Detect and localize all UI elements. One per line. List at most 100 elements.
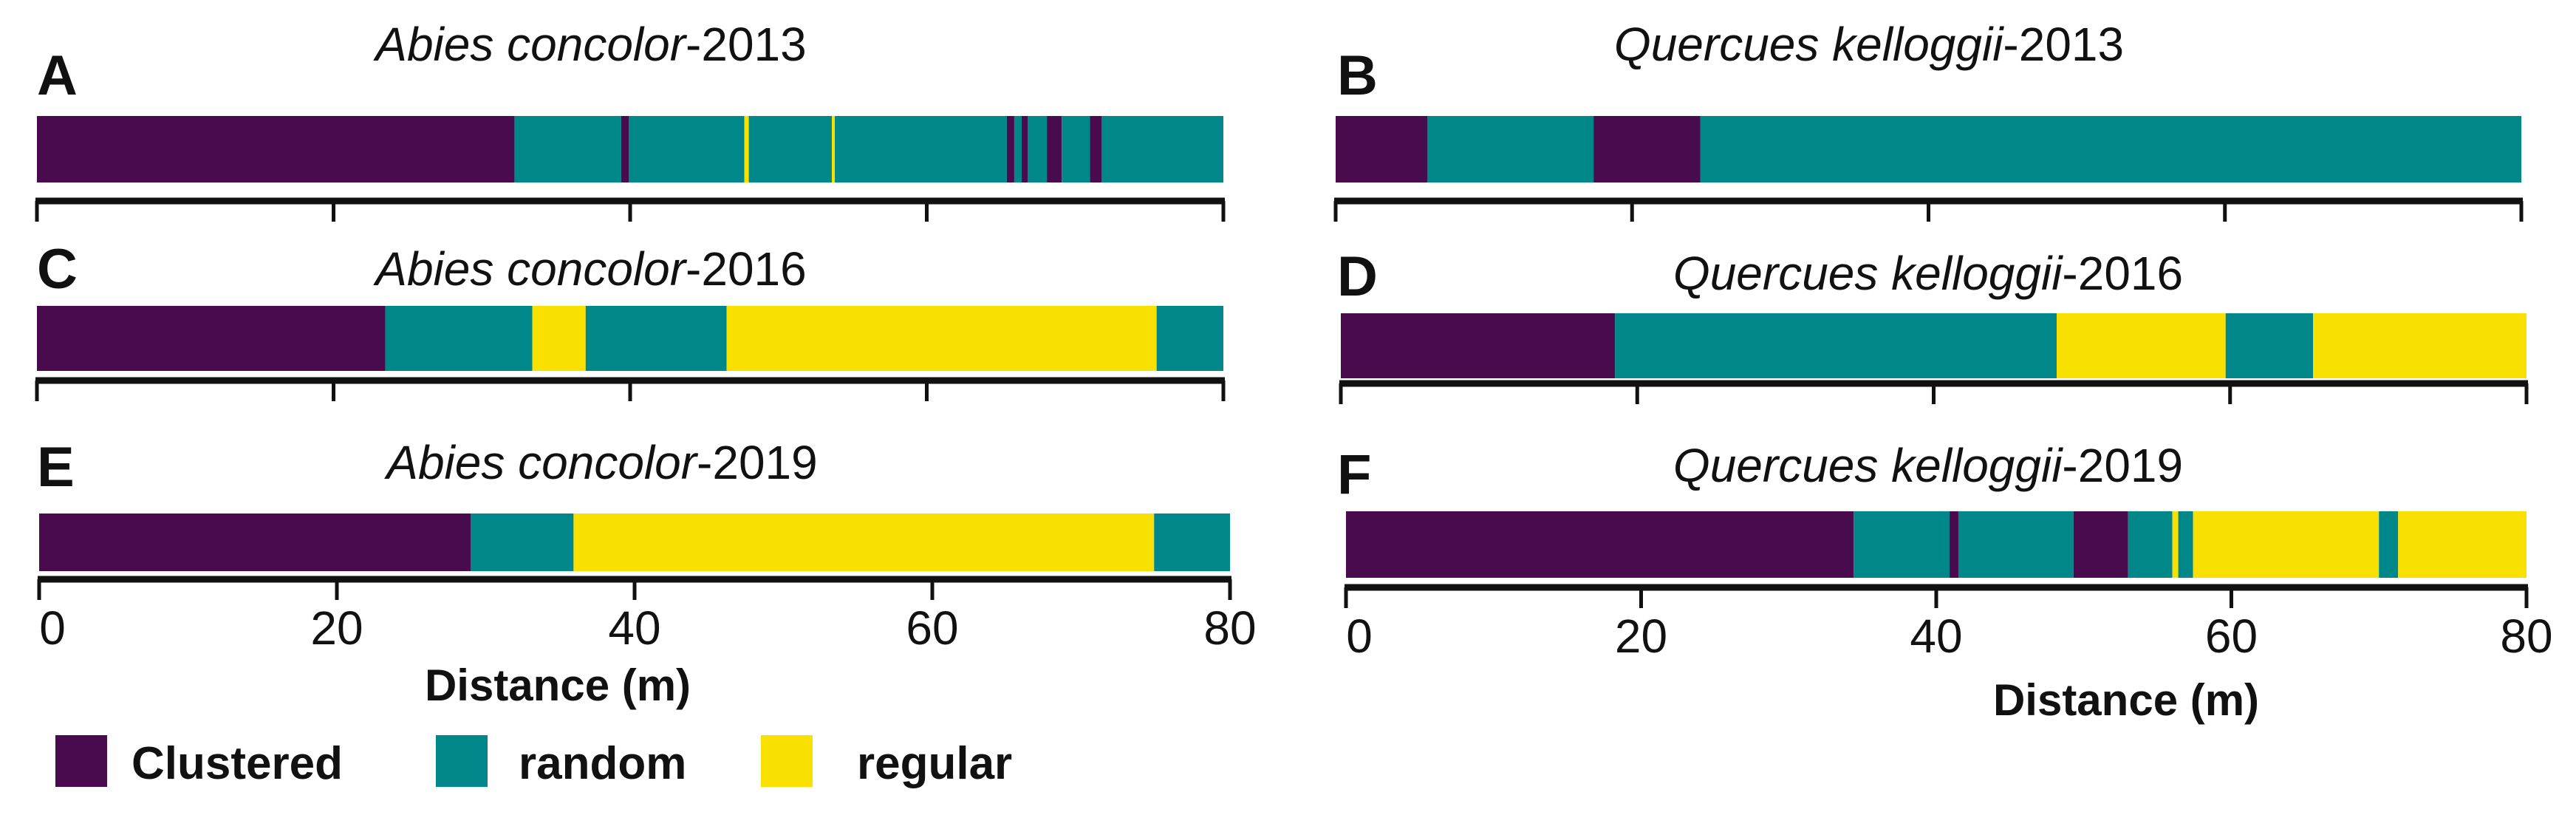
segment-random	[514, 116, 621, 182]
legend-label-clustered: Clustered	[131, 738, 343, 789]
tick-label: 40	[608, 601, 660, 655]
species-name: Abies concolor	[383, 436, 698, 489]
segment-random	[1014, 116, 1022, 182]
year-suffix: -2019	[2062, 439, 2183, 492]
legend-swatch-regular	[761, 735, 813, 787]
segment-random	[1062, 116, 1090, 182]
species-name: Abies concolor	[372, 242, 687, 296]
segments-a	[37, 116, 1223, 182]
axis-c	[35, 377, 1226, 401]
axis-e	[37, 576, 1232, 600]
segment-random	[471, 514, 574, 571]
segment-random	[1958, 511, 2074, 578]
legend-item-regular: regular	[761, 735, 1012, 789]
segments-e	[39, 514, 1230, 571]
legend-item-clustered: Clustered	[55, 735, 343, 789]
segment-clustered	[1006, 116, 1014, 182]
legend-label-regular: regular	[857, 738, 1012, 789]
segment-regular	[2172, 511, 2179, 578]
tick-label: 80	[2500, 610, 2552, 663]
year-suffix: -2019	[697, 436, 818, 489]
panel-c: C Abies concolor-2016	[35, 238, 1226, 401]
segment-clustered	[1090, 116, 1102, 182]
tick-label: 60	[906, 601, 958, 655]
species-name: Abies concolor	[372, 18, 687, 71]
segment-clustered	[1021, 116, 1028, 182]
x-axis-title-f: Distance (m)	[1993, 675, 2259, 725]
panel-d: D Quercues kelloggii-2016	[1337, 245, 2529, 404]
year-suffix: -2013	[2003, 18, 2124, 71]
segment-clustered	[37, 306, 386, 371]
segment-clustered	[2073, 511, 2128, 578]
year-suffix: -2013	[686, 18, 807, 71]
panel-title-d: Quercues kelloggii-2016	[1673, 247, 2183, 300]
panel-title-e: Abies concolor-2019	[383, 436, 817, 489]
segments-c	[37, 306, 1223, 371]
panel-title-f: Quercues kelloggii-2019	[1673, 439, 2183, 492]
tick-label: 0	[1346, 610, 1373, 663]
segment-clustered	[1593, 116, 1701, 182]
segments-b	[1336, 116, 2521, 182]
segment-random	[2225, 313, 2314, 378]
panel-e: E Abies concolor-2019 0 20 40 60 80 Distance…	[37, 436, 1257, 710]
panel-title-b: Quercues kelloggii-2013	[1614, 18, 2124, 71]
legend: Clustered random regular	[55, 735, 1012, 789]
species-name: Quercues kelloggii	[1673, 247, 2063, 300]
x-axis-title-e: Distance (m)	[425, 661, 691, 710]
species-name: Quercues kelloggii	[1673, 439, 2063, 492]
axis-b	[1333, 197, 2524, 222]
segment-clustered	[1346, 511, 1854, 578]
tick-label: 80	[1203, 601, 1256, 655]
segment-clustered	[37, 116, 515, 182]
segment-regular	[573, 514, 1155, 571]
segment-random	[385, 306, 533, 371]
panel-letter-c: C	[37, 238, 78, 301]
axis-f	[1344, 584, 2529, 608]
species-name: Quercues kelloggii	[1614, 18, 2004, 71]
axis-d	[1339, 380, 2529, 404]
segment-regular	[744, 116, 749, 182]
legend-swatch-random	[436, 735, 488, 787]
segment-clustered	[39, 514, 471, 571]
panel-title-c: Abies concolor-2016	[372, 242, 806, 296]
segment-random	[1156, 306, 1223, 371]
segment-random	[1615, 313, 2057, 378]
panel-letter-b: B	[1337, 44, 1378, 107]
segment-regular	[2057, 313, 2226, 378]
tick-label: 0	[39, 601, 66, 655]
panel-letter-f: F	[1337, 443, 1371, 506]
tick-labels-e: 0 20 40 60 80	[39, 601, 1256, 655]
segment-random	[2379, 511, 2399, 578]
panel-letter-d: D	[1337, 245, 1378, 308]
segment-clustered	[1949, 511, 1958, 578]
panel-b: B Quercues kelloggii-2013	[1333, 18, 2524, 222]
segment-random	[2128, 511, 2173, 578]
segment-clustered	[1341, 313, 1616, 378]
segment-random	[1028, 116, 1048, 182]
segments-d	[1341, 313, 2527, 378]
legend-label-random: random	[519, 738, 686, 789]
segment-clustered	[621, 116, 629, 182]
segment-regular	[2398, 511, 2527, 578]
segment-regular	[532, 306, 586, 371]
segment-random	[628, 116, 745, 182]
panel-letter-a: A	[37, 44, 78, 107]
tick-label: 20	[310, 601, 363, 655]
segment-regular	[832, 116, 836, 182]
panel-a: A Abies concolor-2013	[35, 18, 1226, 222]
legend-swatch-clustered	[55, 735, 107, 787]
segment-regular	[2193, 511, 2379, 578]
panel-title-a: Abies concolor-2013	[372, 18, 806, 71]
segment-clustered	[1336, 116, 1428, 182]
year-suffix: -2016	[2062, 247, 2183, 300]
segment-clustered	[1047, 116, 1062, 182]
tick-label: 60	[2205, 610, 2258, 663]
segment-random	[1154, 514, 1230, 571]
legend-item-random: random	[436, 735, 686, 789]
segment-random	[1854, 511, 1950, 578]
segment-random	[835, 116, 1007, 182]
segment-random	[585, 306, 727, 371]
segment-random	[1101, 116, 1223, 182]
segments-f	[1346, 511, 2527, 578]
